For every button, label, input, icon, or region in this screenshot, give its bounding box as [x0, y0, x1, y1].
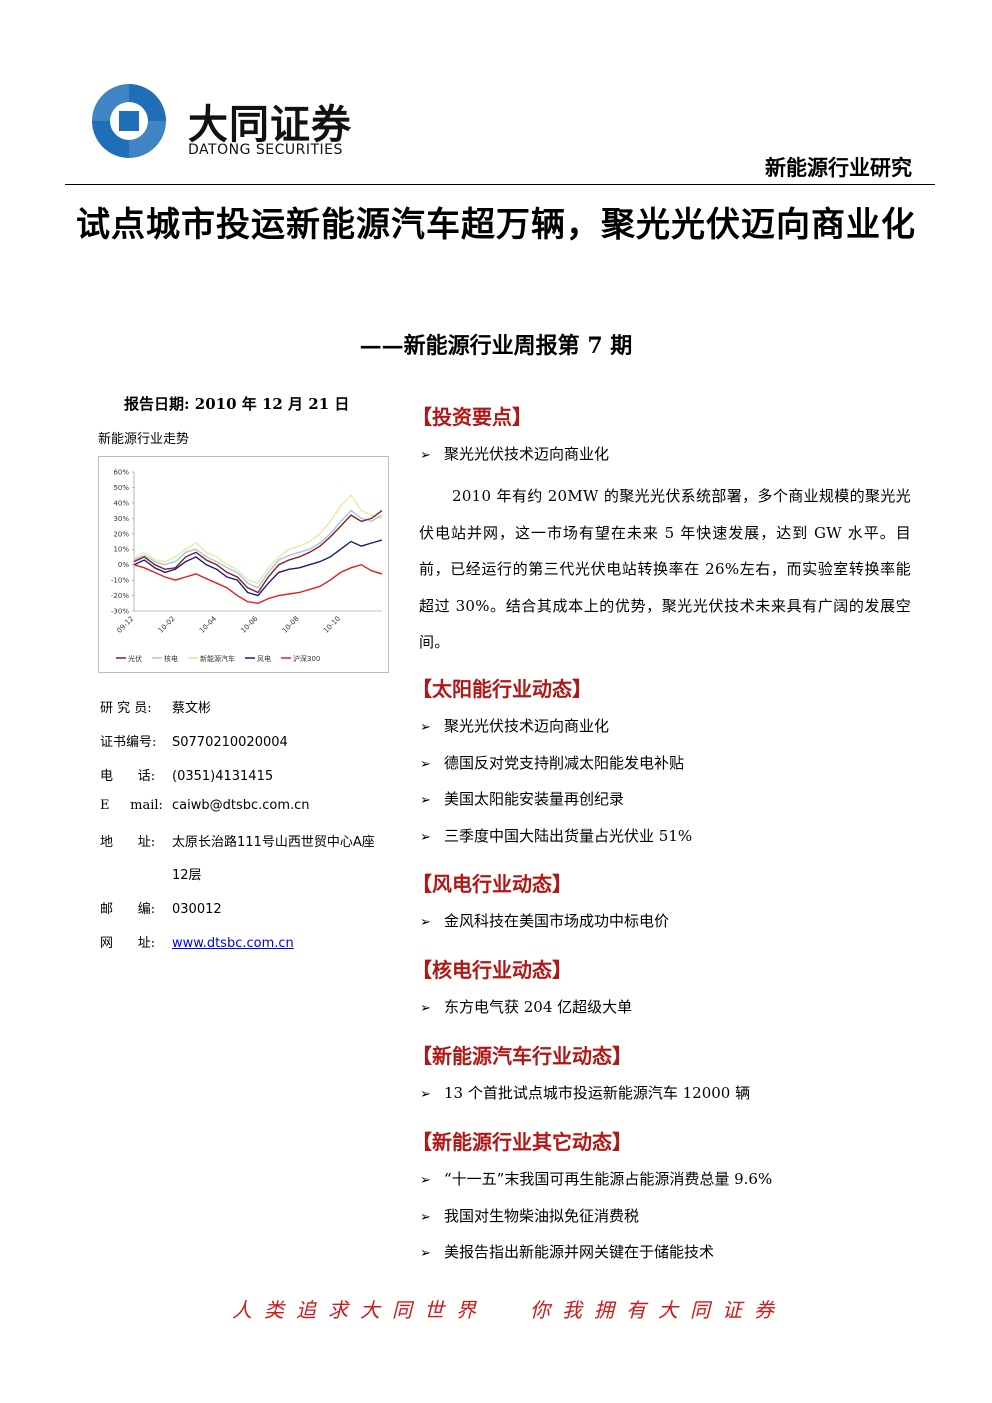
contact-value: 12层	[172, 868, 202, 883]
section-title: 太阳能行业动态	[432, 677, 572, 701]
y-tick-label: 60%	[113, 469, 129, 477]
contact-row: 研 究 员: 蔡文彬	[100, 697, 211, 716]
report-date: 报告日期: 2010 年 12 月 21 日	[124, 395, 350, 413]
logo-mark	[92, 84, 166, 158]
slogan: 人类追求大同世界	[232, 1298, 488, 1322]
website-link[interactable]: www.dtsbc.com.cn	[172, 936, 294, 951]
contact-label: 电 话:	[100, 769, 156, 784]
bullet-item: 我国对生物柴油拟免征消费税	[420, 1205, 639, 1226]
section-title: 风电行业动态	[432, 872, 552, 896]
series-line	[133, 494, 383, 585]
contact-label: 邮 编:	[100, 902, 156, 917]
section-heading: 【太阳能行业动态】	[412, 677, 592, 701]
contact-row: 电 话: (0351)4131415	[100, 765, 273, 784]
chart-caption: 新能源行业走势	[98, 432, 190, 447]
legend-label: 风电	[257, 654, 271, 663]
legend-label: 沪深300	[293, 654, 320, 663]
y-tick-label: -20%	[111, 592, 129, 600]
section-title: 新能源汽车行业动态	[432, 1044, 612, 1068]
contact-row: 证书编号: S0770210020004	[100, 731, 288, 750]
bullet-item: 三季度中国大陆出货量占光伏业 51%	[420, 825, 692, 846]
logo-subtext: DATONG SECURITIES	[188, 142, 343, 158]
header-rule	[65, 184, 935, 185]
report-title: 试点城市投运新能源汽车超万辆，聚光光伏迈向商业化	[76, 205, 916, 245]
chart: 60%50%40%30%20%10%0%-10%-20%-30%09-12 10-…	[98, 456, 389, 673]
bullet-item: 金风科技在美国市场成功中标电价	[420, 910, 669, 931]
contact-value: 太原长治路111号山西世贸中心A座	[172, 835, 375, 850]
y-tick-label: -30%	[111, 608, 129, 616]
contact-value: caiwb@dtsbc.com.cn	[172, 798, 310, 813]
bullet-item: 东方电气获 204 亿超级大单	[420, 996, 632, 1017]
section-title: 投资要点	[432, 405, 512, 429]
section-heading: 【投资要点】	[412, 405, 532, 429]
bullet-item: 美国太阳能安装量再创纪录	[420, 788, 624, 809]
contact-label: E mail:	[100, 798, 163, 813]
contact-label: 研 究 员:	[100, 701, 152, 716]
y-tick-label: 30%	[113, 515, 129, 523]
series-line	[133, 510, 383, 594]
contact-label: 地 址:	[100, 835, 156, 850]
series-line	[133, 563, 383, 605]
y-tick-label: 50%	[113, 484, 129, 492]
y-tick-label: 40%	[113, 499, 129, 507]
section-title: 新能源行业其它动态	[432, 1130, 612, 1154]
contact-row: 12层	[100, 864, 202, 883]
contact-value: 蔡文彬	[172, 701, 212, 716]
bullet-item: 聚光光伏技术迈向商业化	[420, 443, 609, 464]
section-heading: 【新能源汽车行业动态】	[412, 1044, 632, 1068]
contact-label: 网 址:	[100, 936, 156, 951]
report-category: 新能源行业研究	[765, 155, 912, 180]
chart-frame	[98, 456, 389, 673]
legend-label: 光伏	[128, 654, 142, 663]
contact-row: 网 址: www.dtsbc.com.cn	[100, 932, 294, 951]
section-paragraph: 2010 年有约 20MW 的聚光光伏系统部署，多个商业规模的聚光光伏电站并网，…	[419, 487, 911, 651]
report-subtitle: ——新能源行业周报第 7 期	[359, 333, 633, 359]
bullet-item: 聚光光伏技术迈向商业化	[420, 715, 609, 736]
contact-value: 030012	[172, 902, 222, 917]
bullet-item: 13 个首批试点城市投运新能源汽车 12000 辆	[420, 1082, 750, 1103]
slogan: 你我拥有大同证券	[530, 1298, 786, 1322]
contact-row: 邮 编: 030012	[100, 898, 222, 917]
logo-text: 大同证券	[188, 102, 352, 148]
bullet-item: “十一五”末我国可再生能源占能源消费总量 9.6%	[420, 1168, 772, 1189]
contact-row: E mail: caiwb@dtsbc.com.cn	[100, 798, 310, 813]
y-tick-label: 20%	[113, 530, 129, 538]
contact-label: 证书编号:	[100, 735, 157, 750]
bullet-item: 德国反对党支持削减太阳能发电补贴	[420, 752, 684, 773]
section-heading: 【新能源行业其它动态】	[412, 1130, 632, 1154]
series-line	[133, 509, 383, 589]
contact-value: (0351)4131415	[172, 769, 274, 784]
section-heading: 【风电行业动态】	[412, 872, 572, 896]
legend-label: 新能源汽车	[200, 654, 235, 663]
contact-row: 地 址: 太原长治路111号山西世贸中心A座	[100, 831, 375, 850]
series-line	[133, 539, 383, 597]
section-title: 核电行业动态	[432, 958, 552, 982]
y-tick-label: 10%	[113, 546, 129, 554]
y-tick-label: 0%	[118, 561, 129, 569]
bullet-item: 美报告指出新能源并网关键在于储能技术	[420, 1241, 714, 1262]
section-heading: 【核电行业动态】	[412, 958, 572, 982]
contact-value: S0770210020004	[172, 735, 288, 750]
y-tick-label: -10%	[111, 577, 129, 585]
legend-label: 核电	[164, 654, 178, 663]
